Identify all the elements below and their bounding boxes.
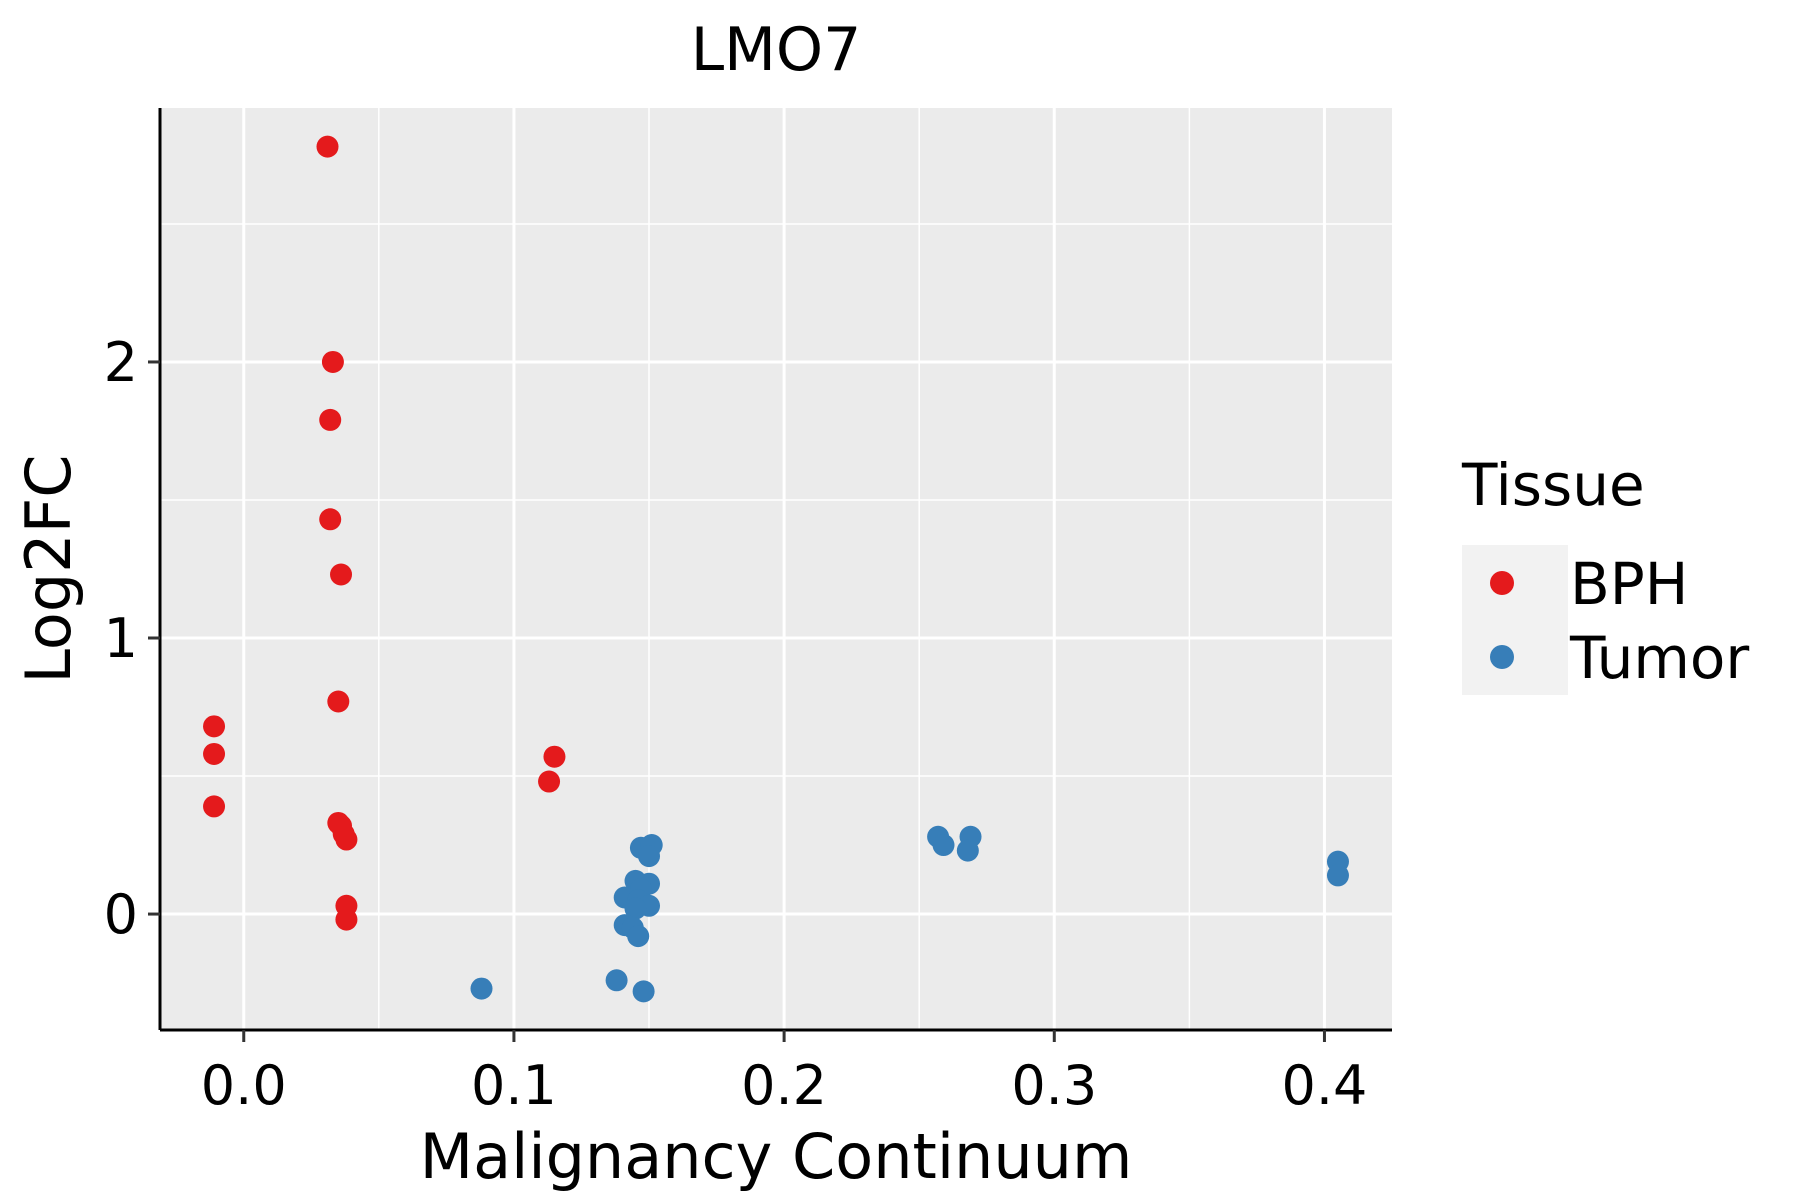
data-point-bph (321, 350, 344, 373)
data-point-tumor (932, 834, 955, 857)
data-point-tumor (1326, 864, 1349, 887)
minor-gridlines (160, 108, 1392, 1030)
data-point-bph (319, 408, 342, 431)
data-point-bph (316, 135, 339, 158)
data-point-tumor (627, 925, 650, 948)
x-axis-title: Malignancy Continuum (420, 1120, 1133, 1193)
y-tick-label: 1 (104, 607, 138, 670)
data-point-tumor (605, 969, 628, 992)
data-point-bph (543, 745, 566, 768)
data-point-bph (319, 508, 342, 531)
x-tick-label: 0.3 (1011, 1054, 1097, 1117)
data-point-bph (335, 828, 358, 851)
x-tick-label: 0.4 (1282, 1054, 1368, 1117)
chart-title: LMO7 (691, 15, 862, 85)
data-point-bph (538, 770, 561, 793)
legend-key-background (1462, 545, 1568, 695)
legend: Tissue BPH Tumor (1461, 451, 1749, 695)
legend-key-tumor (1490, 645, 1514, 669)
data-point-tumor (638, 845, 661, 868)
major-gridlines (160, 108, 1392, 1030)
data-point-tumor (624, 897, 647, 920)
y-axis-ticks: 0 1 2 (104, 331, 160, 946)
data-point-bph (327, 690, 350, 713)
data-point-bph (203, 715, 226, 738)
data-point-bph (335, 908, 358, 931)
legend-label-tumor: Tumor (1569, 624, 1749, 692)
x-axis-ticks: 0.0 0.1 0.2 0.3 0.4 (201, 1030, 1368, 1117)
plot-panel-background (160, 108, 1392, 1030)
data-point-tumor (470, 977, 493, 1000)
data-point-tumor (632, 980, 655, 1003)
y-tick-label: 0 (104, 883, 138, 946)
y-tick-label: 2 (104, 331, 138, 394)
y-axis-title: Log2FC (12, 454, 85, 683)
x-tick-label: 0.1 (471, 1054, 557, 1117)
legend-label-bph: BPH (1570, 550, 1688, 618)
data-point-tumor (956, 839, 979, 862)
legend-title: Tissue (1461, 451, 1645, 519)
data-points (203, 135, 1349, 1003)
legend-key-bph (1490, 571, 1514, 595)
x-tick-label: 0.0 (201, 1054, 287, 1117)
x-tick-label: 0.2 (741, 1054, 827, 1117)
data-point-bph (330, 563, 353, 586)
data-point-bph (203, 742, 226, 765)
data-point-bph (203, 795, 226, 818)
